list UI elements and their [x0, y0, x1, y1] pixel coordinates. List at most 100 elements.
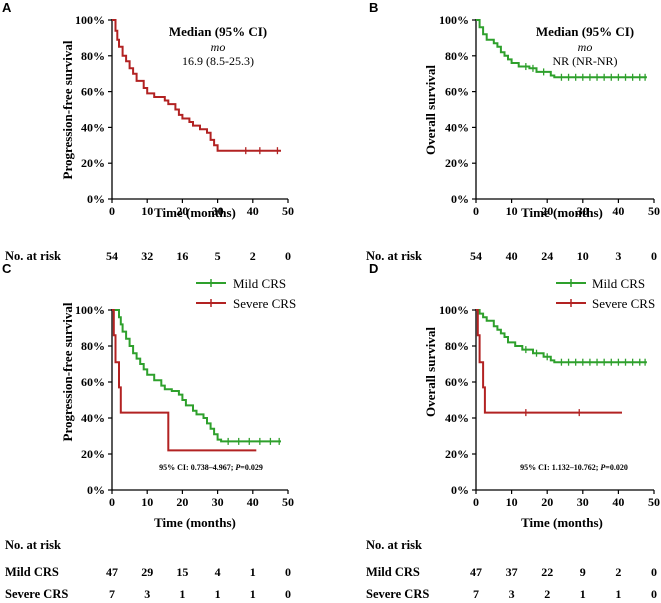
- risk-count: 24: [541, 249, 553, 263]
- median-title: Median (95% CI): [169, 24, 267, 39]
- risk-table-label: No. at risk: [366, 249, 422, 263]
- y-tick-label: 20%: [445, 156, 469, 170]
- y-tick-label: 0%: [87, 192, 105, 206]
- survival-curve-mild-crs: [112, 309, 281, 443]
- x-tick-label: 10: [506, 495, 518, 509]
- y-tick-label: 80%: [81, 49, 105, 63]
- risk-count: 0: [285, 565, 291, 579]
- risk-table-label: No. at risk: [366, 538, 422, 552]
- risk-count: 10: [577, 249, 589, 263]
- risk-count: 1: [179, 587, 185, 601]
- risk-row-label: Severe CRS: [5, 587, 68, 601]
- y-tick-label: 40%: [445, 120, 469, 134]
- median-value: NR (NR-NR): [553, 54, 618, 68]
- risk-count: 37: [506, 565, 518, 579]
- y-tick-label: 40%: [445, 411, 469, 425]
- panel-letter-c: C: [2, 261, 12, 276]
- x-tick-label: 30: [212, 495, 224, 509]
- legend-item-severe-crs: Severe CRS: [556, 296, 655, 311]
- risk-count: 5: [215, 249, 221, 263]
- y-tick-label: 60%: [445, 375, 469, 389]
- panel-letter-d: D: [369, 261, 378, 276]
- risk-count: 7: [109, 587, 115, 601]
- risk-row-label: Mild CRS: [366, 565, 420, 579]
- stat-p-value: =0.029: [240, 463, 263, 472]
- risk-count: 3: [144, 587, 150, 601]
- risk-count: 0: [651, 587, 657, 601]
- y-tick-label: 20%: [81, 156, 105, 170]
- x-tick-label: 40: [247, 204, 259, 218]
- x-tick-label: 10: [506, 204, 518, 218]
- y-axis-title: Overall survival: [423, 65, 438, 155]
- y-axis-title: Progression-free survival: [60, 302, 75, 441]
- y-tick-label: 80%: [445, 49, 469, 63]
- panel-b: B Overall survival Time (months) Median …: [366, 0, 660, 263]
- x-tick-label: 10: [141, 204, 153, 218]
- x-tick-label: 50: [648, 204, 660, 218]
- x-tick-label: 40: [612, 495, 624, 509]
- x-tick-label: 50: [282, 495, 294, 509]
- statistics-annotation: 95% CI: 0.738–4.967; P=0.029: [159, 463, 263, 472]
- x-tick-label: 20: [541, 495, 553, 509]
- survival-curve-severe-crs: [476, 309, 622, 414]
- risk-count: 2: [250, 249, 256, 263]
- legend-item-mild-crs: Mild CRS: [556, 276, 645, 291]
- risk-count: 22: [541, 565, 553, 579]
- risk-count: 29: [141, 565, 153, 579]
- risk-count: 0: [285, 587, 291, 601]
- risk-count: 7: [473, 587, 479, 601]
- x-tick-label: 30: [577, 495, 589, 509]
- x-tick-label: 50: [282, 204, 294, 218]
- risk-count: 0: [285, 249, 291, 263]
- legend-label: Mild CRS: [592, 276, 645, 291]
- survival-curve-all-patients: [112, 19, 281, 152]
- risk-count: 0: [651, 565, 657, 579]
- risk-count: 4: [215, 565, 221, 579]
- panel-letter-b: B: [369, 0, 378, 15]
- y-tick-label: 80%: [445, 339, 469, 353]
- x-tick-label: 0: [109, 495, 115, 509]
- risk-count: 54: [106, 249, 118, 263]
- risk-count: 9: [580, 565, 586, 579]
- x-tick-label: 40: [247, 495, 259, 509]
- risk-count: 47: [106, 565, 118, 579]
- stat-p-value: =0.020: [605, 463, 628, 472]
- y-tick-label: 60%: [445, 85, 469, 99]
- y-axis-title: Progression-free survival: [60, 40, 75, 179]
- stat-p-label: P: [235, 463, 240, 472]
- risk-count: 32: [141, 249, 153, 263]
- y-tick-label: 100%: [75, 13, 105, 27]
- x-tick-label: 0: [109, 204, 115, 218]
- y-tick-label: 60%: [81, 375, 105, 389]
- y-tick-label: 100%: [439, 303, 469, 317]
- x-tick-label: 30: [577, 204, 589, 218]
- risk-row-label: Mild CRS: [5, 565, 59, 579]
- legend: Mild CRS Severe CRS: [556, 276, 655, 311]
- y-tick-label: 0%: [451, 192, 469, 206]
- panel-letter-a: A: [2, 0, 12, 15]
- x-tick-label: 50: [648, 495, 660, 509]
- x-axis-title: Time (months): [521, 515, 603, 530]
- risk-count: 0: [651, 249, 657, 263]
- y-tick-label: 60%: [81, 85, 105, 99]
- survival-curve-all-patients: [476, 19, 647, 79]
- risk-count: 1: [215, 587, 221, 601]
- stat-ci: 95% CI: 0.738–4.967;: [159, 463, 235, 472]
- legend-item-severe-crs: Severe CRS: [196, 296, 296, 311]
- x-axis-title: Time (months): [521, 205, 603, 220]
- risk-count: 1: [250, 587, 256, 601]
- risk-count: 54: [470, 249, 482, 263]
- risk-count: 15: [176, 565, 188, 579]
- median-unit: mo: [211, 40, 226, 54]
- y-tick-label: 80%: [81, 339, 105, 353]
- risk-count: 3: [615, 249, 621, 263]
- risk-count: 1: [250, 565, 256, 579]
- stat-p-label: P: [600, 463, 605, 472]
- survival-curve-mild-crs: [476, 309, 647, 364]
- legend-item-mild-crs: Mild CRS: [196, 276, 286, 291]
- panel-a: A Progression-free survival Time (months…: [2, 0, 294, 263]
- x-tick-label: 0: [473, 204, 479, 218]
